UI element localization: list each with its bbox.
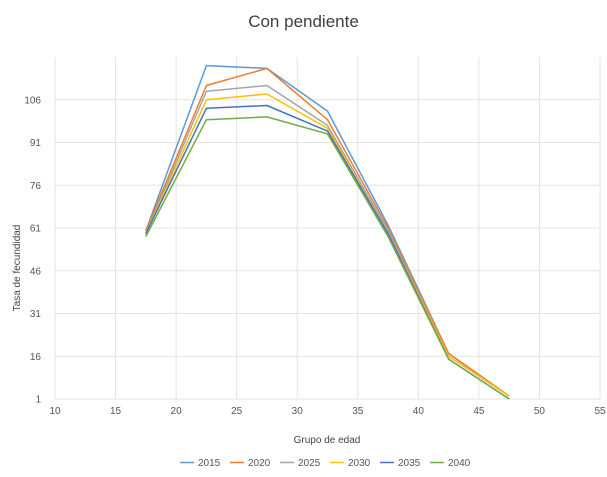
x-axis-title: Grupo de edad [294, 435, 361, 446]
series-line-2020 [145, 67, 510, 397]
legend-item-2030: 2030 [330, 458, 371, 469]
x-axis: 10 15 20 25 30 35 40 45 50 55 [49, 406, 606, 417]
series-line-2040 [145, 116, 510, 400]
series-group [145, 64, 510, 400]
legend-label: 2020 [248, 458, 271, 469]
y-tick-label: 31 [30, 309, 42, 320]
y-tick-label: 1 [35, 395, 41, 406]
x-tick-label: 35 [352, 406, 364, 417]
chart-title: Con pendiente [248, 12, 359, 31]
y-tick-label: 106 [24, 95, 41, 106]
x-tick-label: 45 [473, 406, 485, 417]
legend-item-2025: 2025 [280, 458, 321, 469]
y-axis-title: Tasa de fecundidad [12, 225, 23, 312]
x-tick-label: 10 [49, 406, 61, 417]
legend-item-2035: 2035 [380, 458, 421, 469]
legend-label: 2035 [398, 458, 421, 469]
legend-item-2020: 2020 [230, 458, 271, 469]
series-line-2015 [145, 64, 510, 397]
x-tick-label: 25 [231, 406, 243, 417]
x-tick-label: 55 [594, 406, 606, 417]
x-tick-label: 30 [292, 406, 304, 417]
legend-label: 2030 [348, 458, 371, 469]
y-tick-label: 61 [30, 224, 42, 235]
grid [54, 57, 601, 400]
series-line-2035 [145, 104, 510, 400]
legend: 2015 2020 2025 2030 2035 2040 [180, 458, 471, 469]
legend-label: 2025 [298, 458, 321, 469]
x-tick-label: 40 [413, 406, 425, 417]
y-tick-label: 76 [30, 181, 42, 192]
y-tick-label: 91 [30, 138, 42, 149]
y-tick-label: 46 [30, 266, 42, 277]
y-axis: 1 16 31 46 61 76 91 106 [24, 95, 41, 405]
y-tick-label: 16 [30, 352, 42, 363]
legend-label: 2015 [198, 458, 221, 469]
legend-item-2040: 2040 [430, 458, 471, 469]
x-tick-label: 20 [171, 406, 183, 417]
x-tick-label: 50 [534, 406, 546, 417]
series-line-2030 [145, 93, 510, 397]
x-tick-label: 15 [110, 406, 122, 417]
legend-item-2015: 2015 [180, 458, 221, 469]
legend-label: 2040 [448, 458, 471, 469]
